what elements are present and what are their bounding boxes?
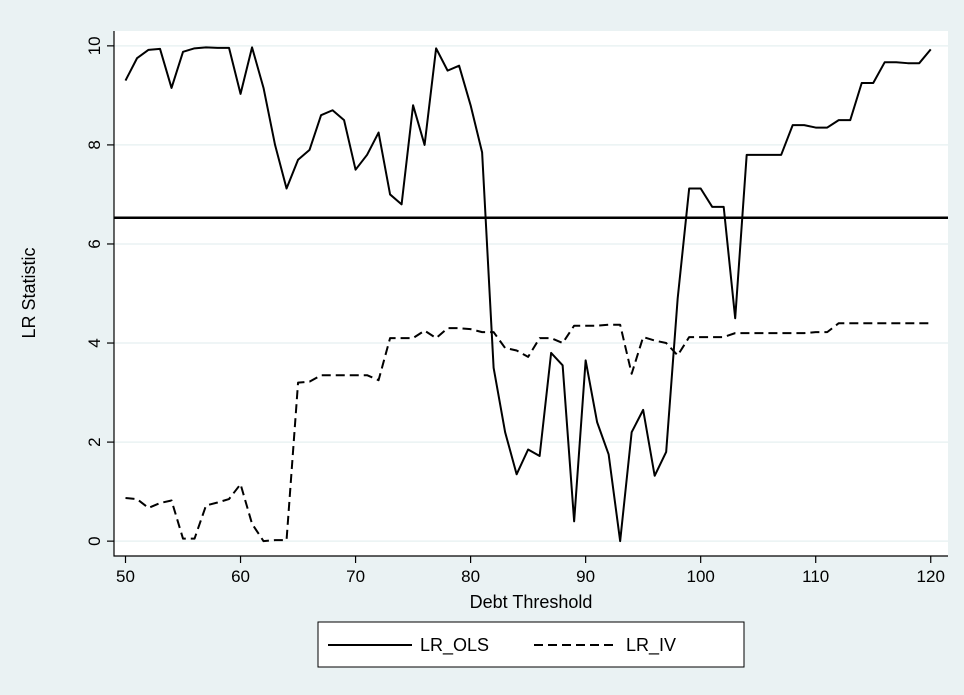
x-tick-label-120: 120 [917, 567, 945, 586]
y-axis-title: LR Statistic [19, 247, 39, 338]
axes [113, 31, 948, 557]
x-tick-label-70: 70 [346, 567, 365, 586]
y-tick-label-10: 10 [85, 36, 104, 55]
x-tick-label-90: 90 [576, 567, 595, 586]
plot-area [114, 31, 948, 556]
y-tick-label-6: 6 [85, 239, 104, 248]
x-tick-label-50: 50 [116, 567, 135, 586]
y-tick-label-2: 2 [85, 437, 104, 446]
x-tick-label-60: 60 [231, 567, 250, 586]
x-tick-label-110: 110 [802, 567, 829, 586]
ticks: 50 60 70 80 90 100 110 120 0 2 4 6 8 10 [85, 36, 945, 586]
gridlines [114, 45, 948, 542]
legend: LR_OLS LR_IV [317, 621, 745, 668]
legend-label-lr-ols: LR_OLS [420, 635, 489, 656]
y-tick-label-8: 8 [85, 140, 104, 149]
y-tick-label-4: 4 [85, 338, 104, 347]
x-tick-label-80: 80 [461, 567, 480, 586]
legend-label-lr-iv: LR_IV [626, 635, 676, 656]
series-line-lr-ols [124, 46, 932, 543]
series-line-lr-iv [125, 322, 931, 543]
series-layer [124, 46, 932, 543]
y-tick-label-0: 0 [85, 536, 104, 545]
x-tick-label-100: 100 [686, 567, 714, 586]
x-axis-title: Debt Threshold [470, 592, 593, 612]
